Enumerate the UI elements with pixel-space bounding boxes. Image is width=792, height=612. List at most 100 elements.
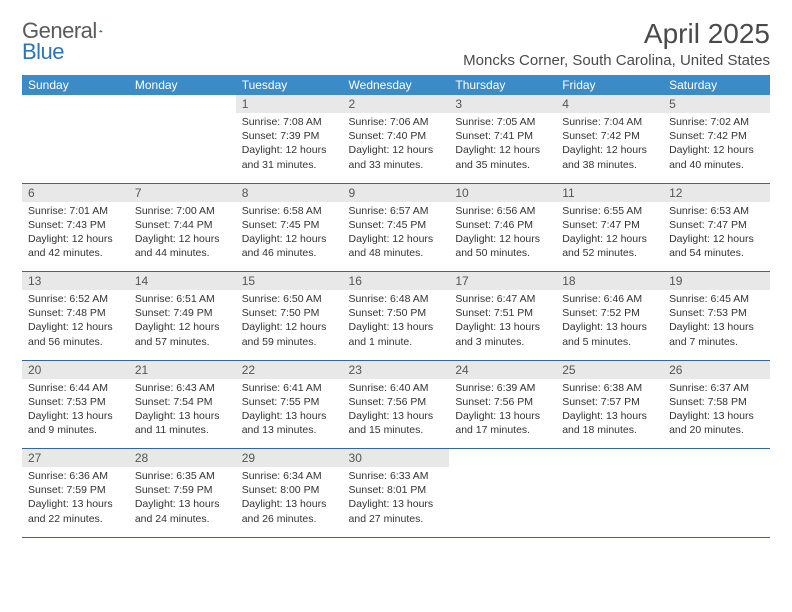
day-content-cell: Sunrise: 7:05 AMSunset: 7:41 PMDaylight:…	[449, 113, 556, 183]
weekday-header: Saturday	[663, 75, 770, 95]
day-content-cell: Sunrise: 6:40 AMSunset: 7:56 PMDaylight:…	[343, 379, 450, 449]
sunrise-line: Sunrise: 6:43 AM	[135, 381, 230, 395]
daynum-row: 12345	[22, 95, 770, 113]
sunset-line: Sunset: 7:59 PM	[28, 483, 123, 497]
daylight-line: Daylight: 12 hours and 48 minutes.	[349, 232, 444, 260]
day-content-cell: Sunrise: 6:45 AMSunset: 7:53 PMDaylight:…	[663, 290, 770, 360]
day-content-cell: Sunrise: 6:46 AMSunset: 7:52 PMDaylight:…	[556, 290, 663, 360]
sunset-line: Sunset: 7:52 PM	[562, 306, 657, 320]
day-content-cell: Sunrise: 6:34 AMSunset: 8:00 PMDaylight:…	[236, 467, 343, 537]
sunrise-line: Sunrise: 6:57 AM	[349, 204, 444, 218]
day-content-cell: Sunrise: 6:48 AMSunset: 7:50 PMDaylight:…	[343, 290, 450, 360]
daylight-line: Daylight: 13 hours and 24 minutes.	[135, 497, 230, 525]
weekday-header-row: SundayMondayTuesdayWednesdayThursdayFrid…	[22, 75, 770, 95]
sunrise-line: Sunrise: 6:34 AM	[242, 469, 337, 483]
day-number-cell: 15	[236, 272, 343, 291]
day-number-cell: 22	[236, 360, 343, 379]
daylight-line: Daylight: 13 hours and 17 minutes.	[455, 409, 550, 437]
content-row: Sunrise: 6:36 AMSunset: 7:59 PMDaylight:…	[22, 467, 770, 537]
sunset-line: Sunset: 7:49 PM	[135, 306, 230, 320]
sunrise-line: Sunrise: 7:04 AM	[562, 115, 657, 129]
day-number-cell: 9	[343, 183, 450, 202]
title-block: April 2025 Moncks Corner, South Carolina…	[463, 18, 770, 69]
sunrise-line: Sunrise: 6:38 AM	[562, 381, 657, 395]
day-content-cell: Sunrise: 7:06 AMSunset: 7:40 PMDaylight:…	[343, 113, 450, 183]
sunrise-line: Sunrise: 6:46 AM	[562, 292, 657, 306]
content-row: Sunrise: 6:52 AMSunset: 7:48 PMDaylight:…	[22, 290, 770, 360]
location: Moncks Corner, South Carolina, United St…	[463, 52, 770, 69]
sunset-line: Sunset: 7:58 PM	[669, 395, 764, 409]
sunset-line: Sunset: 7:44 PM	[135, 218, 230, 232]
day-content-cell: Sunrise: 6:57 AMSunset: 7:45 PMDaylight:…	[343, 202, 450, 272]
day-number-cell: 7	[129, 183, 236, 202]
day-number-cell	[22, 95, 129, 113]
daynum-row: 6789101112	[22, 183, 770, 202]
content-row: Sunrise: 7:08 AMSunset: 7:39 PMDaylight:…	[22, 113, 770, 183]
day-number-cell: 27	[22, 449, 129, 468]
calendar-table: SundayMondayTuesdayWednesdayThursdayFrid…	[22, 75, 770, 538]
day-number-cell: 10	[449, 183, 556, 202]
daylight-line: Daylight: 13 hours and 7 minutes.	[669, 320, 764, 348]
day-content-cell: Sunrise: 6:37 AMSunset: 7:58 PMDaylight:…	[663, 379, 770, 449]
logo-triangle-icon	[99, 22, 103, 40]
day-number-cell: 29	[236, 449, 343, 468]
day-number-cell: 6	[22, 183, 129, 202]
daynum-row: 13141516171819	[22, 272, 770, 291]
day-number-cell: 3	[449, 95, 556, 113]
header: General April 2025 Moncks Corner, South …	[22, 18, 770, 69]
day-content-cell	[449, 467, 556, 537]
sunrise-line: Sunrise: 6:48 AM	[349, 292, 444, 306]
day-number-cell	[129, 95, 236, 113]
content-row: Sunrise: 7:01 AMSunset: 7:43 PMDaylight:…	[22, 202, 770, 272]
daylight-line: Daylight: 13 hours and 26 minutes.	[242, 497, 337, 525]
sunset-line: Sunset: 7:43 PM	[28, 218, 123, 232]
sunset-line: Sunset: 7:53 PM	[669, 306, 764, 320]
day-number-cell: 18	[556, 272, 663, 291]
daylight-line: Daylight: 12 hours and 44 minutes.	[135, 232, 230, 260]
day-content-cell: Sunrise: 6:58 AMSunset: 7:45 PMDaylight:…	[236, 202, 343, 272]
sunset-line: Sunset: 7:45 PM	[242, 218, 337, 232]
day-number-cell: 11	[556, 183, 663, 202]
day-number-cell: 12	[663, 183, 770, 202]
day-content-cell: Sunrise: 6:36 AMSunset: 7:59 PMDaylight:…	[22, 467, 129, 537]
day-content-cell: Sunrise: 6:33 AMSunset: 8:01 PMDaylight:…	[343, 467, 450, 537]
day-number-cell: 28	[129, 449, 236, 468]
daylight-line: Daylight: 13 hours and 15 minutes.	[349, 409, 444, 437]
day-content-cell: Sunrise: 7:04 AMSunset: 7:42 PMDaylight:…	[556, 113, 663, 183]
daylight-line: Daylight: 12 hours and 31 minutes.	[242, 143, 337, 171]
day-number-cell: 23	[343, 360, 450, 379]
sunset-line: Sunset: 7:47 PM	[562, 218, 657, 232]
day-content-cell: Sunrise: 6:35 AMSunset: 7:59 PMDaylight:…	[129, 467, 236, 537]
day-number-cell: 24	[449, 360, 556, 379]
sunrise-line: Sunrise: 7:08 AM	[242, 115, 337, 129]
daylight-line: Daylight: 12 hours and 35 minutes.	[455, 143, 550, 171]
day-number-cell: 4	[556, 95, 663, 113]
daylight-line: Daylight: 13 hours and 3 minutes.	[455, 320, 550, 348]
daylight-line: Daylight: 12 hours and 52 minutes.	[562, 232, 657, 260]
day-content-cell: Sunrise: 6:53 AMSunset: 7:47 PMDaylight:…	[663, 202, 770, 272]
day-number-cell	[663, 449, 770, 468]
sunset-line: Sunset: 7:53 PM	[28, 395, 123, 409]
daylight-line: Daylight: 12 hours and 59 minutes.	[242, 320, 337, 348]
day-content-cell: Sunrise: 6:47 AMSunset: 7:51 PMDaylight:…	[449, 290, 556, 360]
month-title: April 2025	[463, 18, 770, 50]
day-content-cell: Sunrise: 6:51 AMSunset: 7:49 PMDaylight:…	[129, 290, 236, 360]
sunrise-line: Sunrise: 6:52 AM	[28, 292, 123, 306]
sunrise-line: Sunrise: 7:05 AM	[455, 115, 550, 129]
weekday-header: Sunday	[22, 75, 129, 95]
sunset-line: Sunset: 7:59 PM	[135, 483, 230, 497]
sunset-line: Sunset: 7:41 PM	[455, 129, 550, 143]
daylight-line: Daylight: 12 hours and 54 minutes.	[669, 232, 764, 260]
sunrise-line: Sunrise: 6:39 AM	[455, 381, 550, 395]
sunrise-line: Sunrise: 6:51 AM	[135, 292, 230, 306]
day-number-cell: 5	[663, 95, 770, 113]
sunrise-line: Sunrise: 7:06 AM	[349, 115, 444, 129]
daylight-line: Daylight: 12 hours and 38 minutes.	[562, 143, 657, 171]
day-number-cell: 19	[663, 272, 770, 291]
sunset-line: Sunset: 7:54 PM	[135, 395, 230, 409]
daylight-line: Daylight: 13 hours and 1 minute.	[349, 320, 444, 348]
day-content-cell: Sunrise: 6:52 AMSunset: 7:48 PMDaylight:…	[22, 290, 129, 360]
daylight-line: Daylight: 12 hours and 40 minutes.	[669, 143, 764, 171]
daylight-line: Daylight: 13 hours and 5 minutes.	[562, 320, 657, 348]
sunset-line: Sunset: 7:39 PM	[242, 129, 337, 143]
